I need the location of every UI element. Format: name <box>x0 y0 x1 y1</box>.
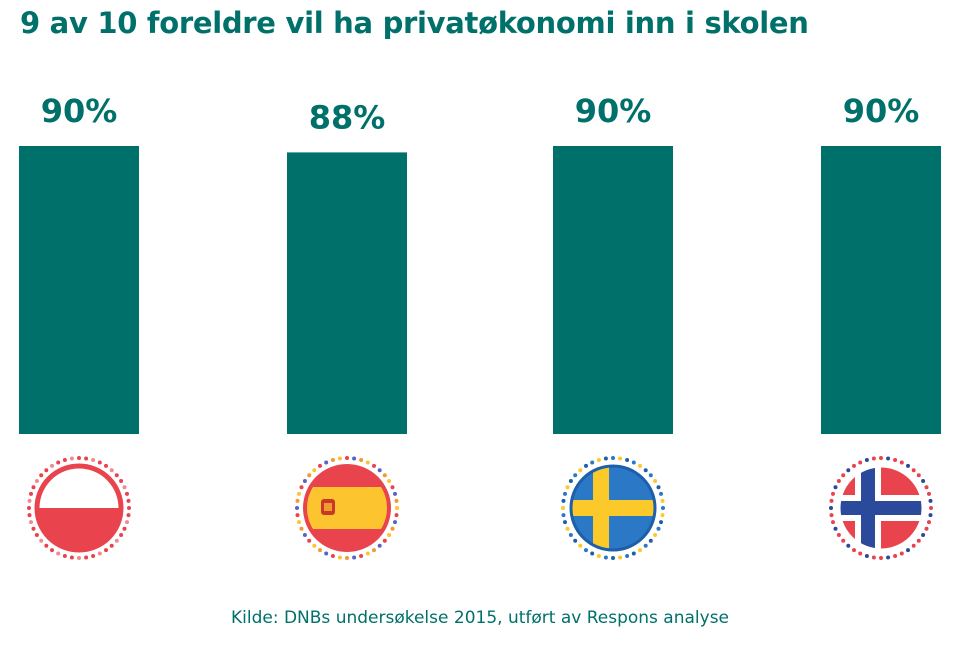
value-label: 90% <box>575 92 652 130</box>
chart-title: 9 av 10 foreldre vil ha privatøkonomi in… <box>20 6 809 40</box>
value-label: 90% <box>41 92 118 130</box>
spain-flag-icon <box>295 456 399 560</box>
source-note: Kilde: DNBs undersøkelse 2015, utført av… <box>230 608 730 628</box>
bar-sverige <box>553 146 673 434</box>
bar-polen <box>19 146 139 434</box>
value-label: 88% <box>309 98 386 136</box>
value-label: 90% <box>843 92 920 130</box>
poland-flag-icon <box>27 456 131 560</box>
bar-spania <box>287 152 407 434</box>
bar-norge <box>821 146 941 434</box>
sweden-flag-icon <box>561 456 665 560</box>
norway-flag-icon <box>829 456 933 560</box>
